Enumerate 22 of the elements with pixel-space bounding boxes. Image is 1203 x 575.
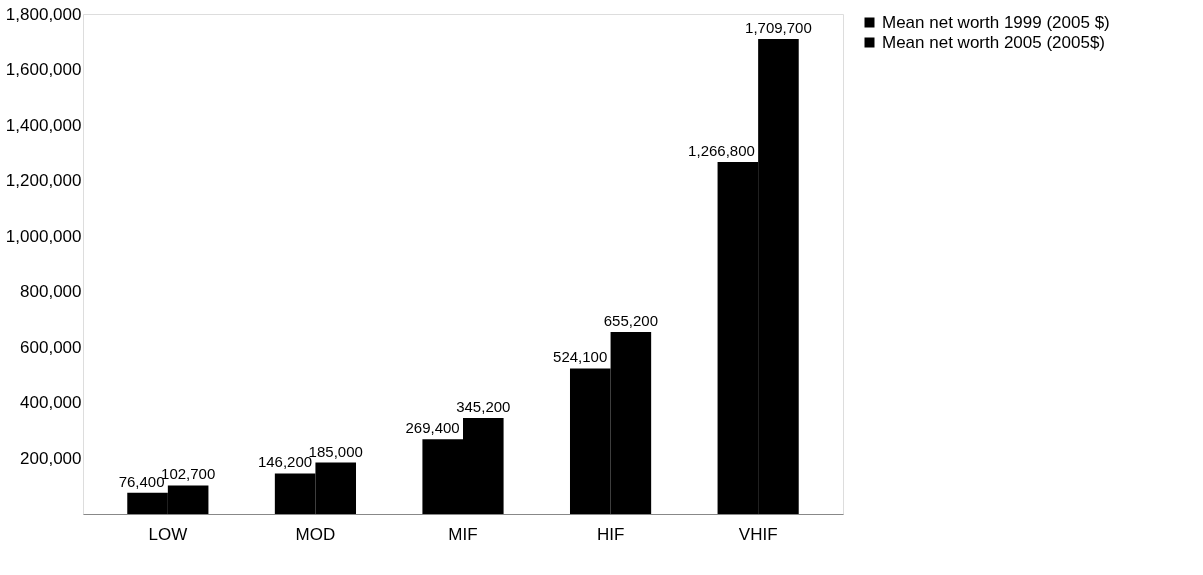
y-tick-label: 400,000: [20, 393, 82, 413]
y-tick-label: 1,000,000: [5, 226, 82, 246]
y-tick-label: 1,800,000: [5, 4, 82, 24]
data-label: 345,200: [456, 398, 511, 416]
y-tick-label: 800,000: [20, 282, 82, 302]
y-tick-label: 1,400,000: [5, 115, 82, 135]
data-label: 1,266,800: [688, 142, 755, 160]
y-tick-label: 600,000: [20, 337, 82, 357]
data-label: 269,400: [405, 419, 460, 437]
x-tick-label: HIF: [596, 524, 625, 544]
y-tick-label: 1,200,000: [5, 171, 82, 191]
legend-label: Mean net worth 2005 (2005$): [882, 32, 1106, 52]
x-tick-label: LOW: [148, 524, 188, 544]
x-tick-label: MOD: [295, 524, 336, 544]
x-tick-label: MIF: [448, 524, 478, 544]
data-label: 524,100: [553, 348, 608, 366]
data-label: 1,709,700: [745, 19, 812, 37]
y-tick-label: 200,000: [20, 448, 82, 468]
x-tick-label: VHIF: [738, 524, 778, 544]
y-tick-label: 1,600,000: [5, 60, 82, 80]
data-label: 655,200: [603, 312, 658, 329]
legend-label: Mean net worth 1999 (2005 $): [882, 12, 1110, 32]
